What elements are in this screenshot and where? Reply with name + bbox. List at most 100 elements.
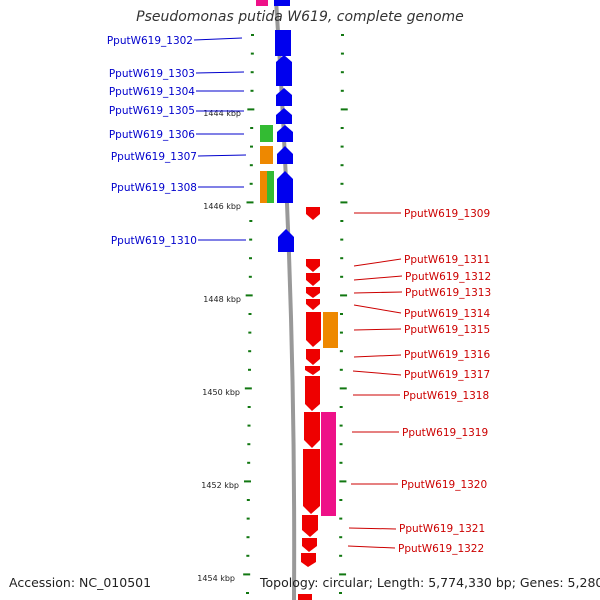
cog-strip-green-1306	[260, 125, 273, 142]
tick-mark	[249, 257, 252, 260]
tick-mark	[340, 238, 344, 241]
gene-label[interactable]: PputW619_1305	[109, 105, 195, 117]
tick-mark	[248, 275, 252, 278]
gene-glyph-1309[interactable]	[306, 207, 320, 220]
gene-label[interactable]: PputW619_1320	[401, 479, 487, 491]
gene-glyph-1303[interactable]	[276, 55, 292, 86]
gene-glyph-1321[interactable]	[302, 515, 318, 537]
gene-glyph-1310[interactable]	[278, 229, 294, 252]
gene-glyph-1308[interactable]	[277, 171, 293, 203]
tick-mark	[340, 164, 344, 167]
gene-glyph-1315[interactable]	[306, 312, 321, 347]
tick-mark	[249, 220, 253, 222]
ruler-ticks	[243, 34, 348, 594]
ruler-labels: 1444 kbp 1446 kbp 1448 kbp 1450 kbp 1452…	[197, 109, 241, 583]
tick-mark	[339, 368, 343, 371]
tick-mark	[249, 238, 253, 241]
gene-glyph-1322b[interactable]	[301, 553, 316, 567]
left-gene-labels: PputW619_1302 PputW619_1303 PputW619_130…	[107, 35, 197, 247]
gene-label[interactable]: PputW619_1312	[405, 271, 491, 283]
tick-mark	[339, 350, 343, 353]
tick-mark	[340, 313, 343, 315]
gene-label[interactable]: PputW619_1308	[111, 182, 197, 194]
gene-label[interactable]: PputW619_1307	[111, 151, 197, 163]
tick-mark	[339, 461, 343, 464]
gene-glyph-1307[interactable]	[277, 146, 293, 164]
gene-label[interactable]: PputW619_1316	[404, 349, 490, 361]
cog-strip-pink-1319	[321, 412, 336, 516]
gene-label[interactable]: PputW619_1306	[109, 129, 195, 141]
gene-label[interactable]: PputW619_1319	[402, 427, 488, 439]
gene-label[interactable]: PputW619_1315	[404, 324, 490, 336]
gene-glyph-1306[interactable]	[277, 125, 293, 142]
tick-mark	[339, 592, 342, 594]
tick-mark	[243, 573, 251, 576]
topology-text: Topology: circular; Length: 5,774,330 bp…	[260, 575, 600, 590]
tick-mark	[246, 201, 254, 204]
right-leader-lines	[347, 212, 403, 549]
tick-mark	[339, 554, 343, 557]
tick-mark	[339, 480, 347, 483]
tick-mark	[339, 424, 343, 427]
gene-glyph-1311[interactable]	[306, 259, 320, 272]
forward-gene-track	[275, 30, 294, 252]
gene-label[interactable]: PputW619_1304	[109, 86, 195, 98]
tick-mark	[250, 89, 254, 92]
reverse-gene-track	[301, 207, 321, 567]
gene-glyph-1322[interactable]	[302, 538, 317, 552]
tick-mark	[339, 331, 343, 334]
tick-mark	[340, 145, 344, 148]
gene-label[interactable]: PputW619_1309	[404, 208, 490, 220]
gene-glyph-1318[interactable]	[305, 376, 320, 411]
cog-strip-orange-1308	[260, 171, 267, 203]
gene-label[interactable]: PputW619_1317	[404, 369, 490, 381]
tick-mark	[340, 108, 348, 111]
accession-text: Accession: NC_010501	[9, 575, 152, 590]
tick-mark	[247, 443, 251, 446]
tick-mark	[340, 201, 348, 204]
gene-label[interactable]: PputW619_1318	[403, 390, 489, 402]
gene-glyph-1319[interactable]	[304, 412, 320, 448]
tick-mark	[246, 517, 250, 520]
gene-glyph-1317[interactable]	[305, 366, 320, 375]
gene-label[interactable]: PputW619_1310	[111, 235, 197, 247]
ruler-label: 1450 kbp	[202, 388, 240, 397]
gene-glyph-1305[interactable]	[276, 108, 292, 124]
gene-glyph-1302[interactable]	[275, 30, 291, 56]
tick-mark	[339, 387, 347, 390]
gene-glyph-1316[interactable]	[306, 349, 320, 365]
gene-label[interactable]: PputW619_1302	[107, 35, 193, 47]
tick-mark	[250, 52, 254, 55]
tick-mark	[339, 499, 343, 501]
tick-mark	[249, 164, 253, 167]
gene-feature-bottom-red	[298, 594, 312, 600]
gene-glyph-1313[interactable]	[306, 287, 320, 298]
ruler-label: 1448 kbp	[203, 295, 241, 304]
gene-label[interactable]: PputW619_1313	[405, 287, 491, 299]
right-gene-labels: PputW619_1309 PputW619_1311 PputW619_131…	[398, 208, 491, 555]
tick-mark	[247, 424, 251, 427]
gene-label[interactable]: PputW619_1314	[404, 308, 490, 320]
tick-mark	[341, 34, 344, 36]
cog-strip-green-1308	[267, 171, 274, 203]
gene-glyph-1312[interactable]	[306, 273, 320, 286]
tick-mark	[339, 517, 343, 520]
tick-mark	[340, 220, 344, 222]
gene-glyph-1320[interactable]	[303, 449, 320, 514]
ruler-label: 1446 kbp	[203, 202, 241, 211]
tick-mark	[340, 89, 344, 92]
gene-glyph-1314[interactable]	[306, 299, 320, 310]
tick-mark	[248, 368, 251, 371]
tick-mark	[245, 294, 253, 297]
tick-mark	[339, 443, 343, 446]
gene-glyph-1304[interactable]	[276, 88, 292, 106]
tick-mark	[247, 108, 255, 111]
gene-label[interactable]: PputW619_1322	[398, 543, 484, 555]
tick-mark	[246, 499, 250, 501]
gene-label[interactable]: PputW619_1303	[109, 68, 195, 80]
gene-label[interactable]: PputW619_1321	[399, 523, 485, 535]
gene-feature-top-pink	[256, 0, 268, 6]
tick-mark	[251, 34, 254, 36]
gene-label[interactable]: PputW619_1311	[404, 254, 490, 266]
